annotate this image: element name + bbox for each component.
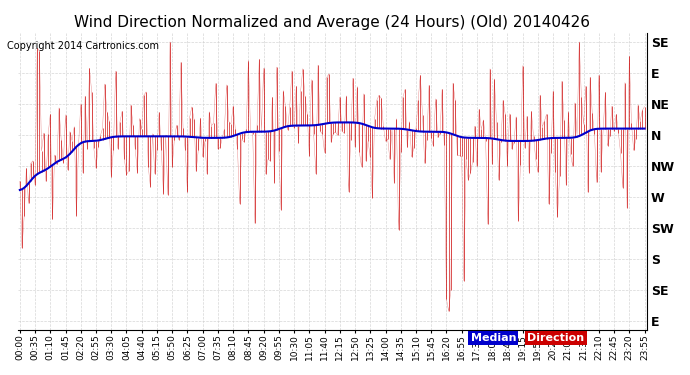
Text: Copyright 2014 Cartronics.com: Copyright 2014 Cartronics.com — [7, 41, 159, 51]
Title: Wind Direction Normalized and Average (24 Hours) (Old) 20140426: Wind Direction Normalized and Average (2… — [75, 15, 590, 30]
Text: Median: Median — [471, 333, 516, 343]
Text: Direction: Direction — [527, 333, 584, 343]
